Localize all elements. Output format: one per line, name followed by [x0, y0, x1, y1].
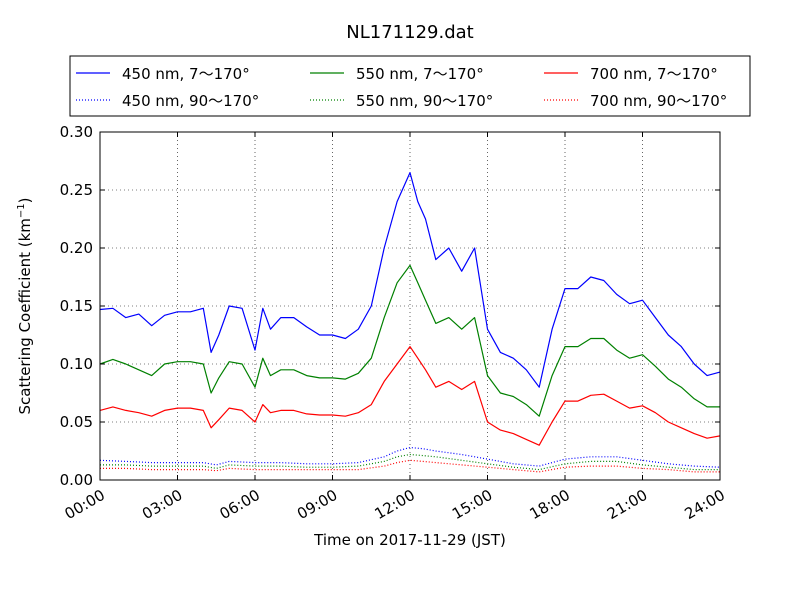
- y-tick-label: 0.05: [60, 413, 93, 431]
- legend-label: 450 nm, 7～170°: [122, 65, 250, 83]
- series-line: [99, 172, 721, 388]
- y-tick-label: 0.30: [60, 123, 93, 141]
- series-line: [100, 453, 720, 471]
- legend: 450 nm, 7～170° 450 nm, 90～170° 550 nm, 7～1…: [69, 55, 751, 117]
- legend-label: 700 nm, 7～170°: [590, 65, 718, 83]
- legend-frame: [69, 55, 751, 117]
- series-layer: [99, 172, 721, 473]
- grid: [100, 132, 720, 480]
- y-axis-label-superscript: −1: [16, 203, 27, 218]
- y-axis-label-main: Scattering Coefficient (km: [16, 218, 34, 414]
- y-tick-label: 0.15: [60, 297, 93, 315]
- y-axis-label: Scattering Coefficient (km−1): [16, 197, 34, 414]
- y-tick-label: 0.20: [60, 239, 93, 257]
- series-line: [99, 346, 721, 446]
- y-axis-label-close: ): [16, 197, 34, 203]
- axis-ticks: [99, 131, 721, 481]
- y-tick-label: 0.00: [60, 471, 93, 489]
- y-tick-label: 0.10: [60, 355, 93, 373]
- x-axis-label: Time on 2017-11-29 (JST): [313, 531, 506, 549]
- legend-label: 450 nm, 90～170°: [122, 92, 259, 110]
- series-line: [99, 264, 720, 417]
- y-tick-label: 0.25: [60, 181, 93, 199]
- legend-label: 550 nm, 7～170°: [356, 65, 484, 83]
- legend-label: 550 nm, 90～170°: [356, 92, 493, 110]
- series-line: [99, 446, 721, 468]
- legend-label: 700 nm, 90～170°: [590, 92, 727, 110]
- chart-title: NL171129.dat: [346, 22, 473, 43]
